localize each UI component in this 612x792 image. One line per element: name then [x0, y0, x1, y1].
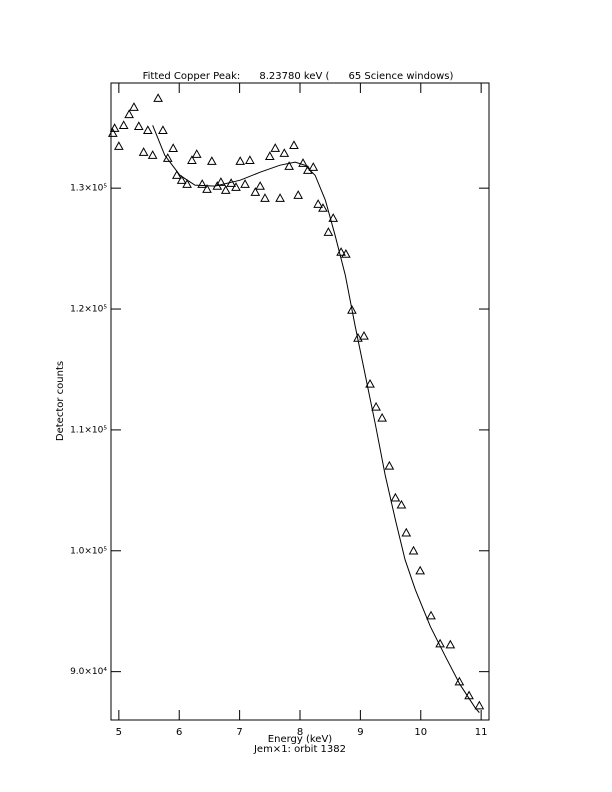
data-point — [109, 123, 120, 132]
data-point — [240, 179, 250, 188]
data-point — [216, 177, 226, 186]
data-point — [377, 412, 387, 422]
x-tick-label: 9 — [357, 727, 363, 738]
data-point — [255, 181, 265, 190]
data-point — [231, 182, 241, 191]
data-point — [250, 187, 261, 196]
x-tick-label: 5 — [116, 727, 122, 738]
x-tick-label: 11 — [475, 727, 488, 738]
data-point — [408, 545, 419, 555]
data-point — [245, 155, 255, 164]
data-point — [298, 158, 308, 167]
data-point — [129, 102, 139, 111]
data-point — [162, 153, 173, 162]
y-tick-label: 1.2×10⁵ — [70, 305, 107, 315]
data-point — [264, 151, 275, 160]
data-point — [401, 527, 412, 537]
x-tick-label: 10 — [414, 727, 427, 738]
plot-frame — [110, 82, 490, 721]
data-point — [390, 492, 401, 502]
x-axis-label: Energy (keV) — [268, 734, 333, 745]
data-point — [171, 170, 182, 179]
data-point — [347, 304, 357, 314]
data-point — [133, 121, 144, 130]
data-point — [182, 179, 192, 188]
data-point — [313, 199, 323, 208]
chart-title: Fitted Copper Peak: 8.23780 keV ( 65 Sci… — [143, 71, 454, 82]
data-point — [474, 700, 485, 710]
y-tick-label: 9.0×10⁴ — [70, 667, 107, 677]
data-point — [270, 143, 281, 152]
data-point — [284, 161, 294, 170]
data-point — [318, 203, 328, 212]
data-point — [168, 143, 179, 152]
x-tick-label: 6 — [176, 727, 182, 738]
data-point — [107, 128, 118, 137]
y-tick-label: 1.3×10⁵ — [70, 184, 107, 194]
data-point — [384, 460, 395, 470]
data-point — [323, 227, 334, 236]
fit-line — [152, 125, 480, 713]
y-tick-label: 1.0×10⁵ — [70, 546, 107, 556]
data-point — [197, 179, 208, 188]
data-point — [275, 193, 285, 202]
data-point — [118, 120, 129, 130]
data-point — [426, 610, 436, 620]
data-point — [341, 249, 351, 258]
data-point — [260, 193, 270, 202]
data-point — [454, 676, 465, 686]
data-point — [371, 401, 381, 411]
y-tick-label: 1.1×10⁵ — [70, 425, 107, 435]
data-point — [293, 190, 304, 199]
data-point — [445, 639, 456, 649]
data-point — [206, 156, 217, 165]
data-point — [138, 147, 149, 156]
x-tick-label: 8 — [297, 727, 303, 738]
data-point — [191, 149, 202, 158]
x-tick-label: 7 — [236, 727, 242, 738]
data-point — [153, 93, 163, 102]
data-point — [415, 565, 426, 575]
subtitle: Jem×1: orbit 1382 — [253, 744, 346, 755]
data-point — [235, 156, 246, 165]
data-point — [124, 109, 134, 119]
data-point — [142, 125, 153, 134]
data-point — [308, 162, 319, 171]
data-point — [176, 175, 187, 184]
data-point — [158, 125, 168, 134]
data-point — [328, 213, 339, 222]
data-point — [114, 141, 124, 150]
data-point — [220, 185, 231, 194]
data-point — [365, 378, 375, 388]
data-point — [147, 150, 158, 159]
y-axis-label: Detector counts — [55, 361, 66, 441]
data-point — [187, 155, 197, 164]
data-point — [279, 148, 290, 157]
data-point — [202, 184, 212, 193]
data-point — [359, 330, 369, 340]
data-point — [396, 499, 407, 509]
data-point — [289, 140, 299, 149]
